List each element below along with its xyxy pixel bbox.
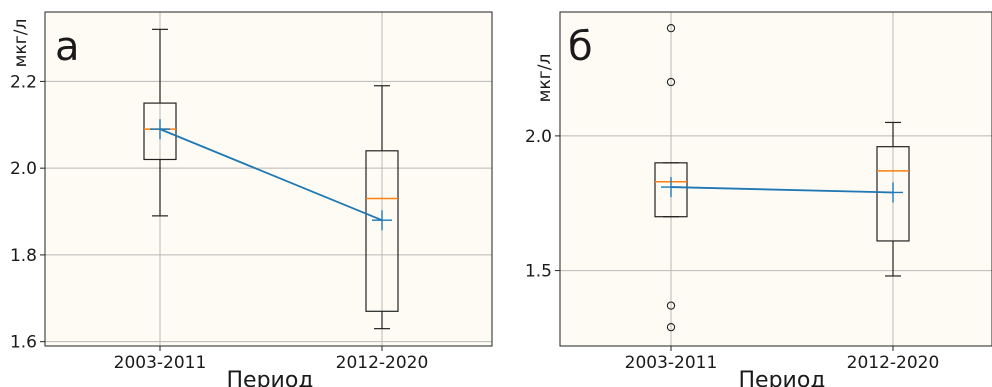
axes-frame bbox=[559, 11, 992, 347]
box-2012-2020 bbox=[876, 121, 910, 277]
y-tick-label: 2.0 bbox=[10, 159, 37, 179]
chart-panel-2: 1.5 2.0 2003-2011 2012-2020 б мкг/л Период bbox=[525, 11, 992, 387]
x-tick-label: 2012-2020 bbox=[847, 353, 940, 373]
mean-marker bbox=[150, 119, 170, 140]
x-axis-label: Период bbox=[738, 368, 825, 387]
x-tick-label: 2003-2011 bbox=[114, 353, 207, 373]
y-axis-label: мкг/л bbox=[11, 19, 31, 68]
box-body bbox=[876, 146, 910, 242]
box-body bbox=[143, 102, 177, 161]
y-axis-label: мкг/л bbox=[535, 54, 555, 103]
plot-area bbox=[560, 12, 992, 346]
chart-panel-1: 1.6 1.8 2.0 2.2 2003-2011 2012-2020 а мкг/л Пери… bbox=[10, 11, 493, 387]
outlier-point bbox=[666, 24, 676, 33]
mean-trend-line bbox=[159, 128, 383, 222]
panel-label: б bbox=[568, 24, 593, 70]
mean-marker bbox=[372, 210, 392, 231]
axes-frame bbox=[44, 11, 493, 347]
box-2003-2011 bbox=[143, 28, 177, 217]
plot-area bbox=[45, 12, 492, 346]
outlier-point bbox=[666, 322, 676, 332]
box-body bbox=[365, 150, 399, 312]
box-body bbox=[654, 162, 688, 218]
y-tick-label: 2.2 bbox=[10, 72, 37, 92]
y-tick-label: 1.8 bbox=[10, 246, 37, 266]
mean-marker bbox=[661, 177, 681, 198]
outlier-point bbox=[666, 77, 676, 87]
outlier-point bbox=[666, 301, 676, 310]
mean-trend-line bbox=[670, 186, 894, 194]
y-tick-label: 2.0 bbox=[525, 127, 552, 147]
panel-label: а bbox=[55, 24, 80, 70]
mean-marker bbox=[883, 182, 903, 203]
x-axis-label: Период bbox=[226, 368, 313, 387]
x-tick-label: 2003-2011 bbox=[625, 353, 718, 373]
box-2012-2020 bbox=[365, 85, 399, 330]
y-tick-label: 1.5 bbox=[525, 262, 552, 282]
y-tick-label: 1.6 bbox=[10, 333, 37, 353]
x-tick-label: 2012-2020 bbox=[336, 353, 429, 373]
